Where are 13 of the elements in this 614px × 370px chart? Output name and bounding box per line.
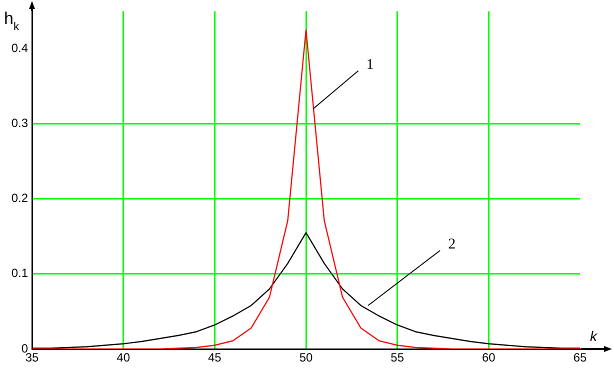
- x-tick-label: 60: [482, 350, 496, 365]
- x-tick-label: 40: [116, 350, 130, 365]
- y-tick-label: 0.2: [11, 191, 28, 206]
- y-tick-label: 0.1: [11, 266, 28, 280]
- x-tick-label: 45: [208, 350, 222, 365]
- x-tick-label: 50: [299, 350, 313, 365]
- annotation: 1: [366, 56, 374, 73]
- x-axis-title: k: [590, 328, 598, 344]
- annotation: 2: [448, 236, 456, 252]
- y-tick-label: 0.3: [11, 116, 28, 130]
- x-tick-label: 65: [573, 350, 587, 365]
- y-tick-label: 0.4: [11, 41, 28, 56]
- x-tick-label: 55: [390, 350, 404, 365]
